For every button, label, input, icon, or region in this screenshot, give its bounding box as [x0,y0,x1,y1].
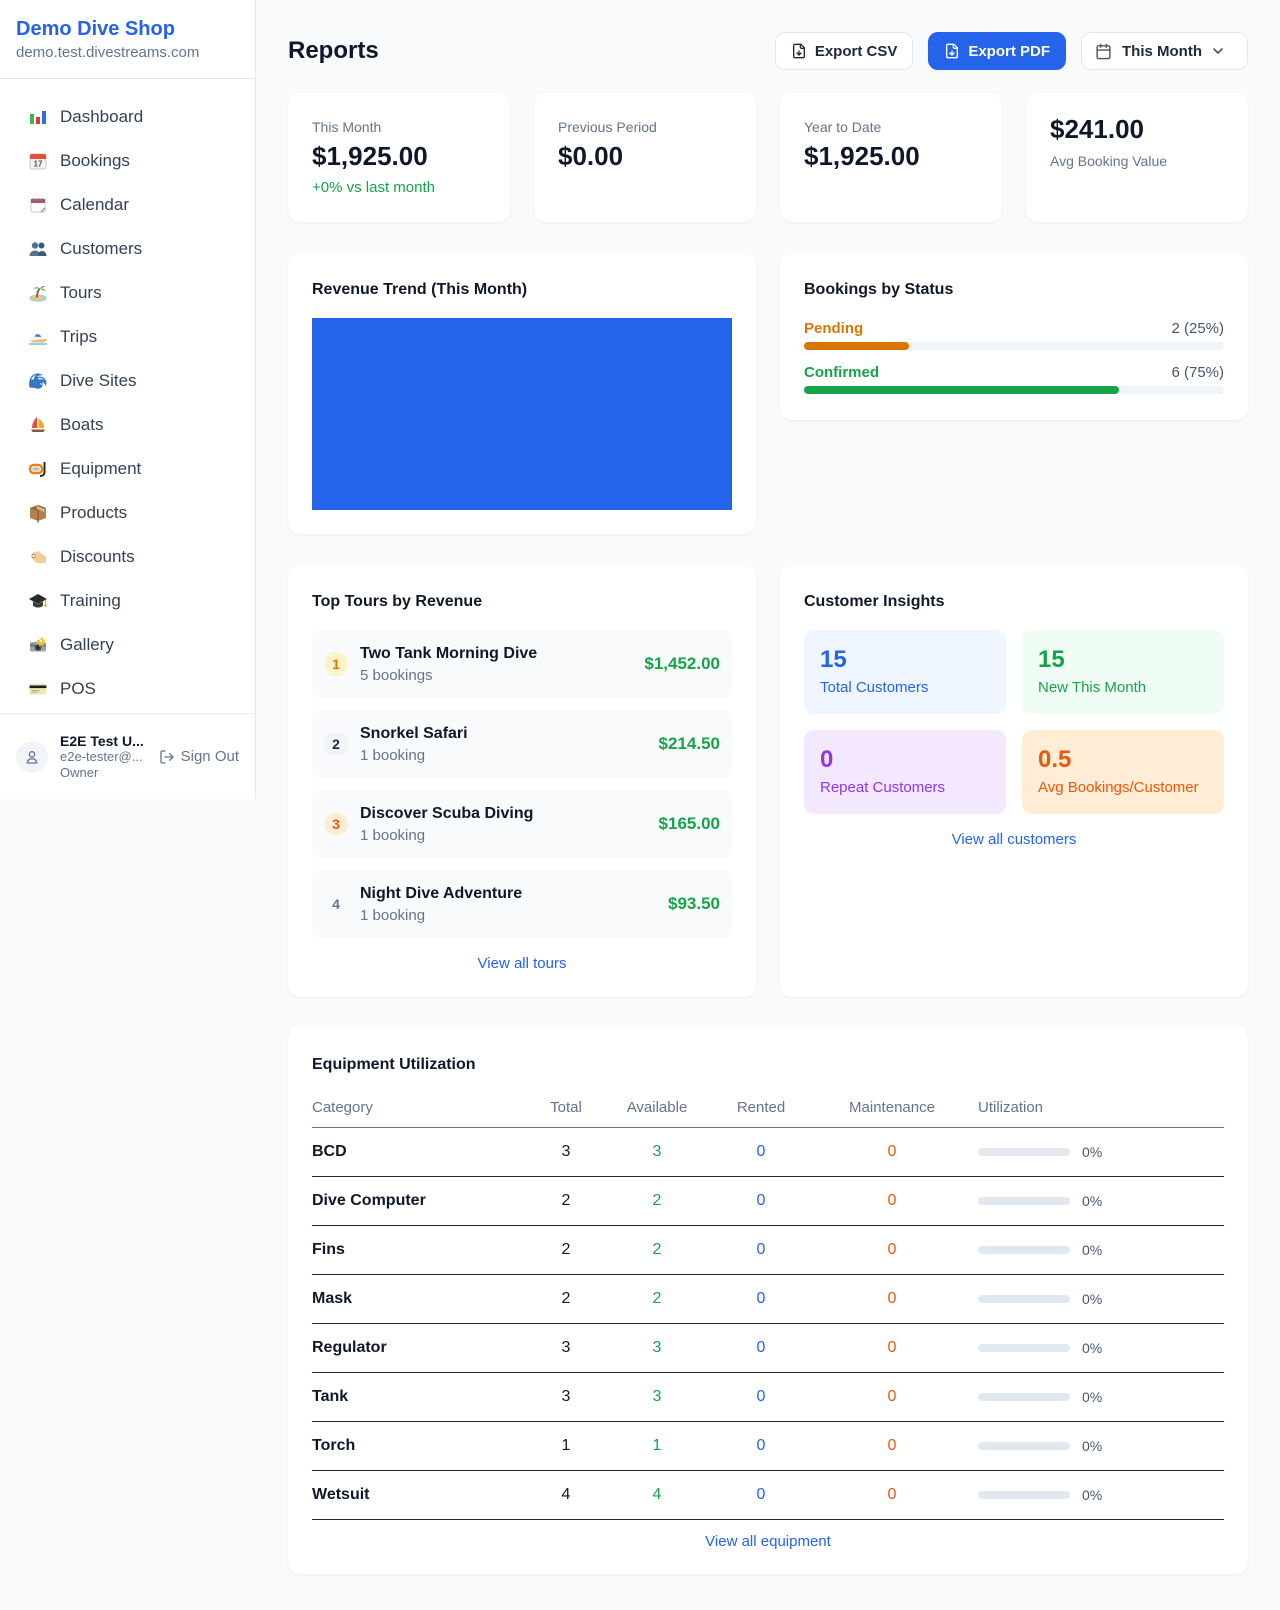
svg-text:17: 17 [34,160,43,169]
